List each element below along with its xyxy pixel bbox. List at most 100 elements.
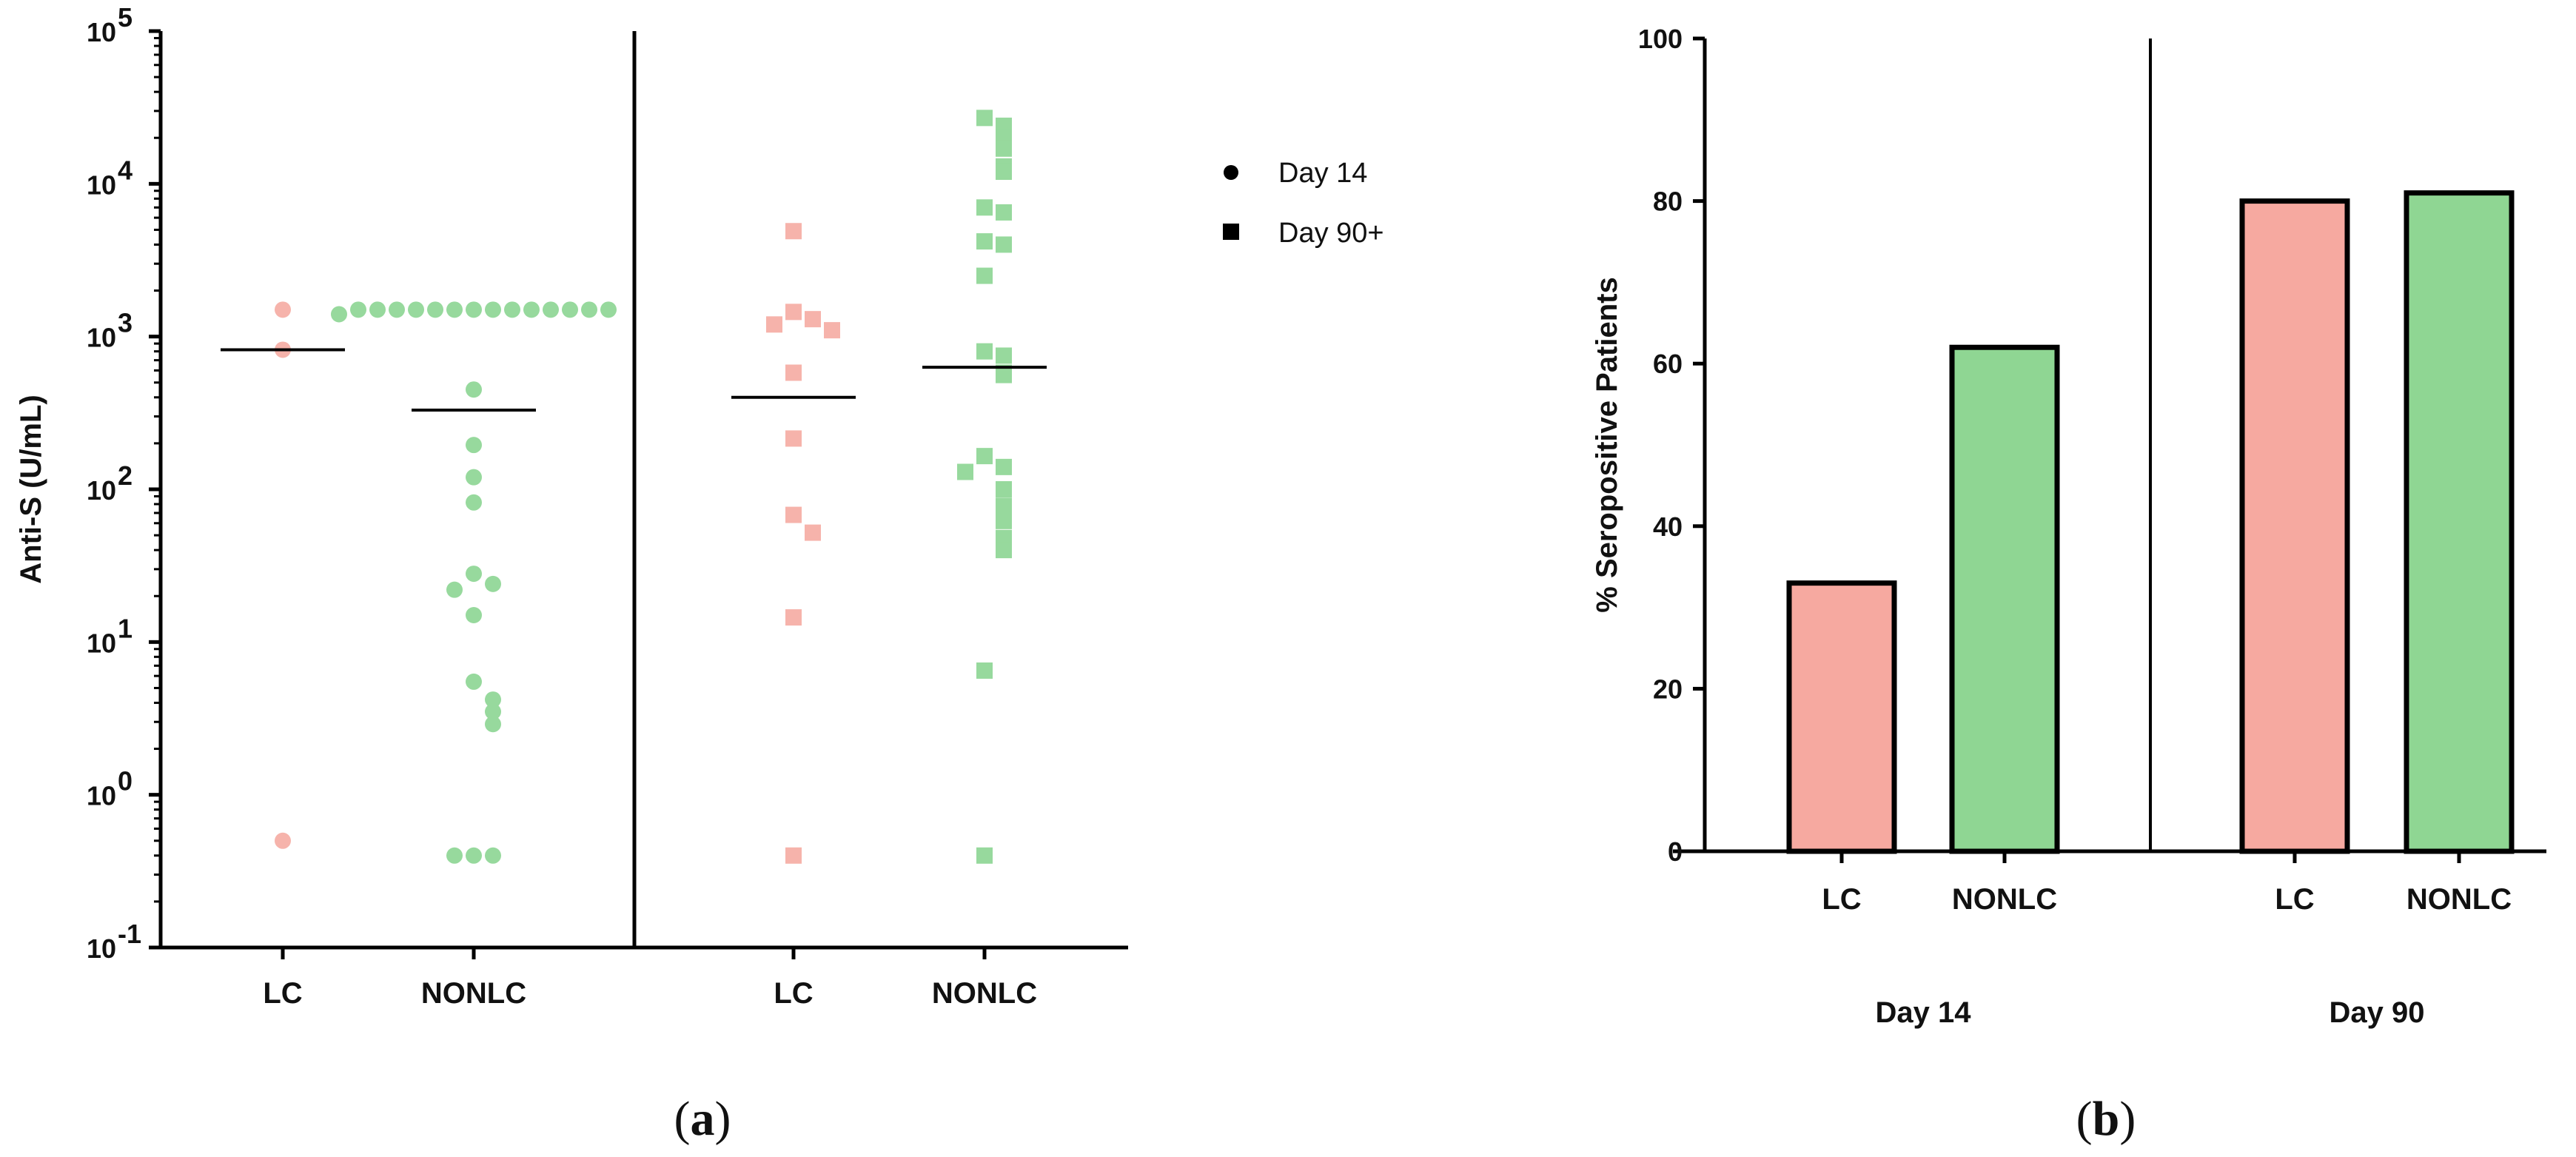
data-point-nonlc-day90 [976, 847, 993, 864]
data-point-nonlc-day90 [996, 140, 1012, 157]
panel-a-y-tick-label: 10 [87, 17, 116, 47]
data-point-nonlc-day14 [331, 306, 347, 323]
panel-b-y-tick-label: 60 [1653, 349, 1683, 379]
panel-a-y-tick-exponent: 2 [118, 460, 133, 491]
panel-b-group-labels: Day 14 Day 90 [1876, 996, 2425, 1029]
data-point-lc-day90 [785, 506, 802, 523]
legend-day90-label: Day 90+ [1278, 218, 1384, 249]
data-point-nonlc-day14 [485, 847, 501, 864]
data-point-nonlc-day14 [427, 301, 443, 318]
panel-a-y-tick-label: 10 [87, 781, 116, 811]
panel-a-label: (a) [674, 1092, 731, 1146]
panel-a-y-axis-title: Anti-S (U/mL) [15, 395, 47, 584]
data-point-lc-day90 [785, 847, 802, 864]
data-point-lc-day90 [785, 609, 802, 626]
data-point-lc-day90 [805, 311, 821, 328]
panel-b-y-tick-label: 40 [1653, 512, 1683, 542]
data-point-nonlc-day90 [996, 347, 1012, 364]
panel-a-y-tick-exponent: 5 [118, 2, 133, 33]
panel-a-y-minor-ticks [154, 36, 161, 903]
data-point-lc-day90 [824, 322, 840, 339]
panel-a-category-label: NONLC [932, 977, 1037, 1010]
data-point-nonlc-day14 [369, 301, 386, 318]
panel-b-y-tick-label: 20 [1653, 674, 1683, 704]
data-point-nonlc-day14 [504, 301, 520, 318]
data-point-nonlc-day14 [581, 301, 597, 318]
data-point-nonlc-day14 [485, 691, 501, 708]
panel-b-label: (b) [2076, 1092, 2136, 1146]
data-point-lc-day90 [785, 364, 802, 381]
data-point-nonlc-day90 [976, 199, 993, 216]
panel-a-y-tick-exponent: 4 [118, 155, 133, 185]
bar-day14-lc [1786, 580, 1897, 854]
data-point-nonlc-day14 [466, 437, 482, 454]
panel-b-letter: b [2093, 1092, 2120, 1146]
data-point-nonlc-day90 [996, 366, 1012, 383]
panel-b-y-ticks: 0 20 40 60 80 100 [1638, 24, 1705, 867]
panel-a-axes [158, 31, 1128, 950]
data-point-nonlc-day90 [996, 204, 1012, 221]
data-point-nonlc-day90 [957, 463, 973, 480]
data-point-nonlc-day14 [446, 581, 463, 598]
panel-a-y-tick-label: 10 [87, 323, 116, 353]
data-point-nonlc-day14 [485, 703, 501, 720]
data-point-nonlc-day90 [996, 163, 1012, 180]
data-point-nonlc-day14 [543, 301, 559, 318]
panel-a-y-tick-label: 10 [87, 170, 116, 200]
data-point-nonlc-day14 [485, 575, 501, 592]
legend-day14-circle-icon [1224, 165, 1238, 180]
data-point-nonlc-day90 [976, 343, 993, 360]
panel-b-bar-chart: 0 20 40 60 80 100 LC NONLC LC NONLC Day 14 Day 90… [1591, 24, 2546, 1146]
data-point-nonlc-day14 [466, 301, 482, 318]
data-point-nonlc-day90 [996, 458, 1012, 475]
panel-b-y-axis-title: % Seropositive Patients [1591, 277, 1623, 612]
data-point-nonlc-day14 [389, 301, 405, 318]
data-point-nonlc-day90 [996, 481, 1012, 497]
panel-a-y-tick-exponent: -1 [118, 919, 141, 949]
data-point-nonlc-day90 [976, 267, 993, 284]
panel-a-y-tick-exponent: 3 [118, 308, 133, 338]
data-point-nonlc-day14 [485, 716, 501, 733]
legend-day14-label: Day 14 [1278, 158, 1367, 189]
data-point-nonlc-day14 [466, 673, 482, 690]
panel-a-y-tick-label: 10 [87, 628, 116, 658]
panel-a-median-lines [221, 348, 1047, 412]
data-point-nonlc-day14 [466, 606, 482, 623]
panel-a-data-points [275, 110, 1012, 864]
data-point-lc-day90 [766, 316, 782, 333]
data-point-lc-day90 [805, 524, 821, 541]
data-point-nonlc-day14 [466, 566, 482, 583]
legend-day90-square-icon [1223, 224, 1239, 240]
panel-b-y-tick-label: 100 [1638, 24, 1683, 54]
data-point-nonlc-day90 [976, 448, 993, 465]
data-point-nonlc-day14 [466, 381, 482, 398]
panel-a-category-label: LC [774, 977, 813, 1010]
data-point-nonlc-day14 [466, 847, 482, 864]
panel-b-group-label: Day 14 [1876, 996, 1972, 1029]
panel-b-bars [1786, 190, 2515, 854]
data-point-nonlc-day14 [600, 301, 617, 318]
panel-b-y-tick-label: 0 [1668, 836, 1683, 867]
panel-a-category-label: NONLC [421, 977, 526, 1010]
data-point-nonlc-day14 [446, 847, 463, 864]
data-point-nonlc-day90 [996, 497, 1012, 514]
data-point-nonlc-day14 [523, 301, 540, 318]
data-point-lc-day90 [785, 223, 802, 240]
data-point-nonlc-day14 [446, 301, 463, 318]
panel-a-category-label: LC [263, 977, 302, 1010]
data-point-nonlc-day90 [976, 662, 993, 679]
panel-a-legend: Day 14 Day 90+ [1223, 158, 1384, 249]
data-point-lc-day90 [785, 430, 802, 447]
data-point-nonlc-day90 [976, 233, 993, 250]
panel-a-y-tick-exponent: 1 [118, 613, 133, 643]
panel-b-category-label: NONLC [2406, 883, 2512, 916]
data-point-nonlc-day90 [996, 512, 1012, 529]
bar-day14-nonlc [1949, 344, 2060, 854]
panel-b-group-label: Day 90 [2330, 996, 2425, 1029]
panel-b-y-tick-label: 80 [1653, 187, 1683, 217]
panel-b-category-label: NONLC [1952, 883, 2057, 916]
data-point-nonlc-day14 [408, 301, 424, 318]
